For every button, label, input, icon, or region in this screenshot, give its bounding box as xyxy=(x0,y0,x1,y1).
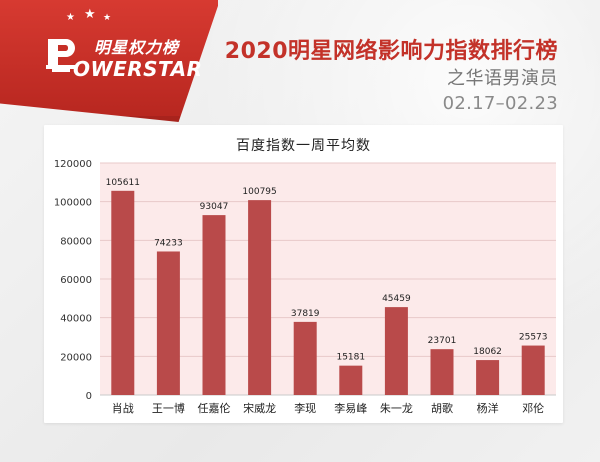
x-tick-label: 李易峰 xyxy=(334,401,367,415)
star-icon: ★ xyxy=(103,13,112,23)
x-tick-label: 任嘉伦 xyxy=(198,401,231,415)
data-label: 23701 xyxy=(428,336,457,346)
bar-chart: 0 20000 40000 60000 80000 100000 120000 105611 肖… xyxy=(54,159,556,415)
data-label: 100795 xyxy=(242,187,276,197)
x-tick-label: 胡歌 xyxy=(431,401,453,415)
star-icon: ★ xyxy=(84,7,96,22)
y-tick-label: 0 xyxy=(86,391,92,402)
bar xyxy=(339,365,363,395)
data-label: 74233 xyxy=(154,238,183,248)
x-tick-label: 邓伦 xyxy=(522,401,544,415)
bar xyxy=(476,360,500,395)
x-tick-label: 王一博 xyxy=(152,402,185,415)
x-tick-label: 宋威龙 xyxy=(243,401,276,415)
data-label: 105611 xyxy=(106,178,140,188)
banner-background xyxy=(0,0,218,122)
y-tick-label: 40000 xyxy=(60,314,92,325)
brand-banner: ★ ★ ★ 明星权力榜 OWERSTAR xyxy=(0,0,218,132)
y-tick-label: 20000 xyxy=(60,352,92,363)
brand-logo-chinese: 明星权力榜 xyxy=(94,38,180,57)
data-label: 15181 xyxy=(336,353,365,363)
x-tick-label: 肖战 xyxy=(112,401,134,415)
bar xyxy=(156,251,180,395)
data-label: 45459 xyxy=(382,294,411,304)
trophy-p-icon xyxy=(44,35,78,73)
page-title: 2020明星网络影响力指数排行榜 xyxy=(224,39,558,64)
header-text: 2020明星网络影响力指数排行榜 之华语男演员 02.17–02.23 xyxy=(224,39,558,114)
x-tick-label: 朱一龙 xyxy=(380,402,413,415)
x-tick-label: 李现 xyxy=(294,401,316,415)
data-label: 37819 xyxy=(291,309,320,319)
bar xyxy=(202,215,226,395)
bar xyxy=(521,345,545,395)
data-label: 18062 xyxy=(473,347,502,357)
bar xyxy=(111,190,135,395)
data-label: 25573 xyxy=(519,333,548,343)
chart-card: 百度指数一周平均数 0 20000 40000 60000 80000 100000 120… xyxy=(44,125,563,423)
chart-title: 百度指数一周平均数 xyxy=(236,138,371,154)
y-tick-label: 60000 xyxy=(60,275,92,286)
star-icon: ★ xyxy=(66,12,75,23)
bar xyxy=(248,200,272,395)
brand-logo-english: OWERSTAR xyxy=(73,57,203,81)
y-tick-label: 120000 xyxy=(54,159,92,170)
page-subtitle: 之华语男演员 xyxy=(447,68,558,90)
date-range: 02.17–02.23 xyxy=(442,92,558,114)
bar xyxy=(293,321,317,395)
y-tick-label: 80000 xyxy=(60,236,92,247)
data-label: 93047 xyxy=(200,202,229,212)
bar xyxy=(384,307,408,395)
y-tick-label: 100000 xyxy=(54,198,92,209)
x-tick-label: 杨洋 xyxy=(477,401,499,415)
bar xyxy=(430,349,454,395)
